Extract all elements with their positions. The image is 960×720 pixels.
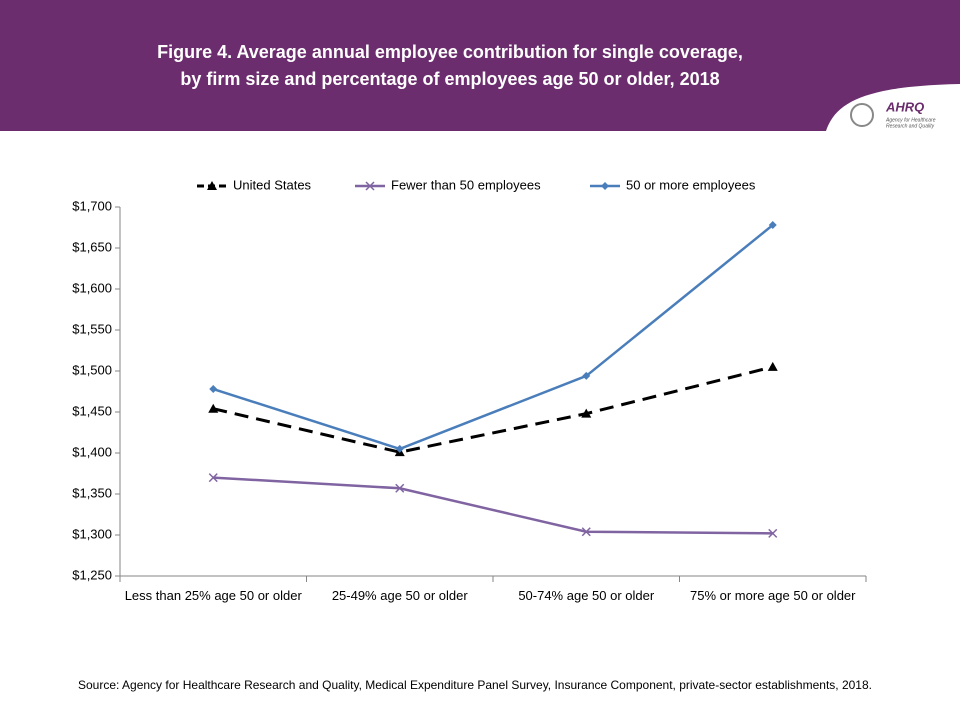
legend-label: Fewer than 50 employees (391, 177, 541, 192)
chart-title: Figure 4. Average annual employee contri… (157, 42, 743, 62)
x-tick-label: 25-49% age 50 or older (331, 588, 468, 603)
y-tick-label: $1,550 (72, 321, 112, 336)
data-point (209, 385, 218, 394)
source-note: Source: Agency for Healthcare Research a… (78, 678, 872, 692)
legend-marker (365, 181, 375, 191)
series-line (212, 224, 774, 451)
chart-subtitle: by firm size and percentage of employees… (180, 69, 719, 89)
legend-marker (601, 182, 609, 190)
logo-tagline: Agency for Healthcare (885, 117, 936, 123)
logo-name: AHRQ (885, 99, 924, 114)
x-tick-label: Less than 25% age 50 or older (124, 588, 302, 603)
legend-marker (207, 181, 217, 190)
data-point (208, 403, 219, 413)
series-line (212, 365, 774, 454)
data-point (768, 221, 777, 230)
data-point (395, 444, 404, 453)
legend-label: United States (233, 177, 312, 192)
hhs-emblem (850, 103, 874, 127)
y-tick-label: $1,650 (72, 239, 112, 254)
data-point (582, 371, 591, 380)
y-tick-label: $1,450 (72, 403, 112, 418)
data-point (768, 528, 778, 538)
y-tick-label: $1,300 (72, 526, 112, 541)
data-point (395, 483, 405, 493)
legend-label: 50 or more employees (626, 177, 756, 192)
y-tick-label: $1,350 (72, 485, 112, 500)
data-point (767, 361, 778, 371)
data-point (581, 408, 592, 418)
header-band (0, 0, 960, 131)
y-tick-label: $1,700 (72, 198, 112, 213)
series-line (213, 476, 773, 535)
x-tick-label: 50-74% age 50 or older (518, 588, 655, 603)
y-tick-label: $1,500 (72, 362, 112, 377)
data-point (581, 527, 591, 537)
y-tick-label: $1,400 (72, 444, 112, 459)
y-tick-label: $1,250 (72, 567, 112, 582)
logo-backdrop (826, 84, 960, 131)
data-point (208, 473, 218, 483)
x-tick-label: 75% or more age 50 or older (690, 588, 856, 603)
y-tick-label: $1,600 (72, 280, 112, 295)
logo-tagline: Research and Quality (886, 123, 935, 129)
